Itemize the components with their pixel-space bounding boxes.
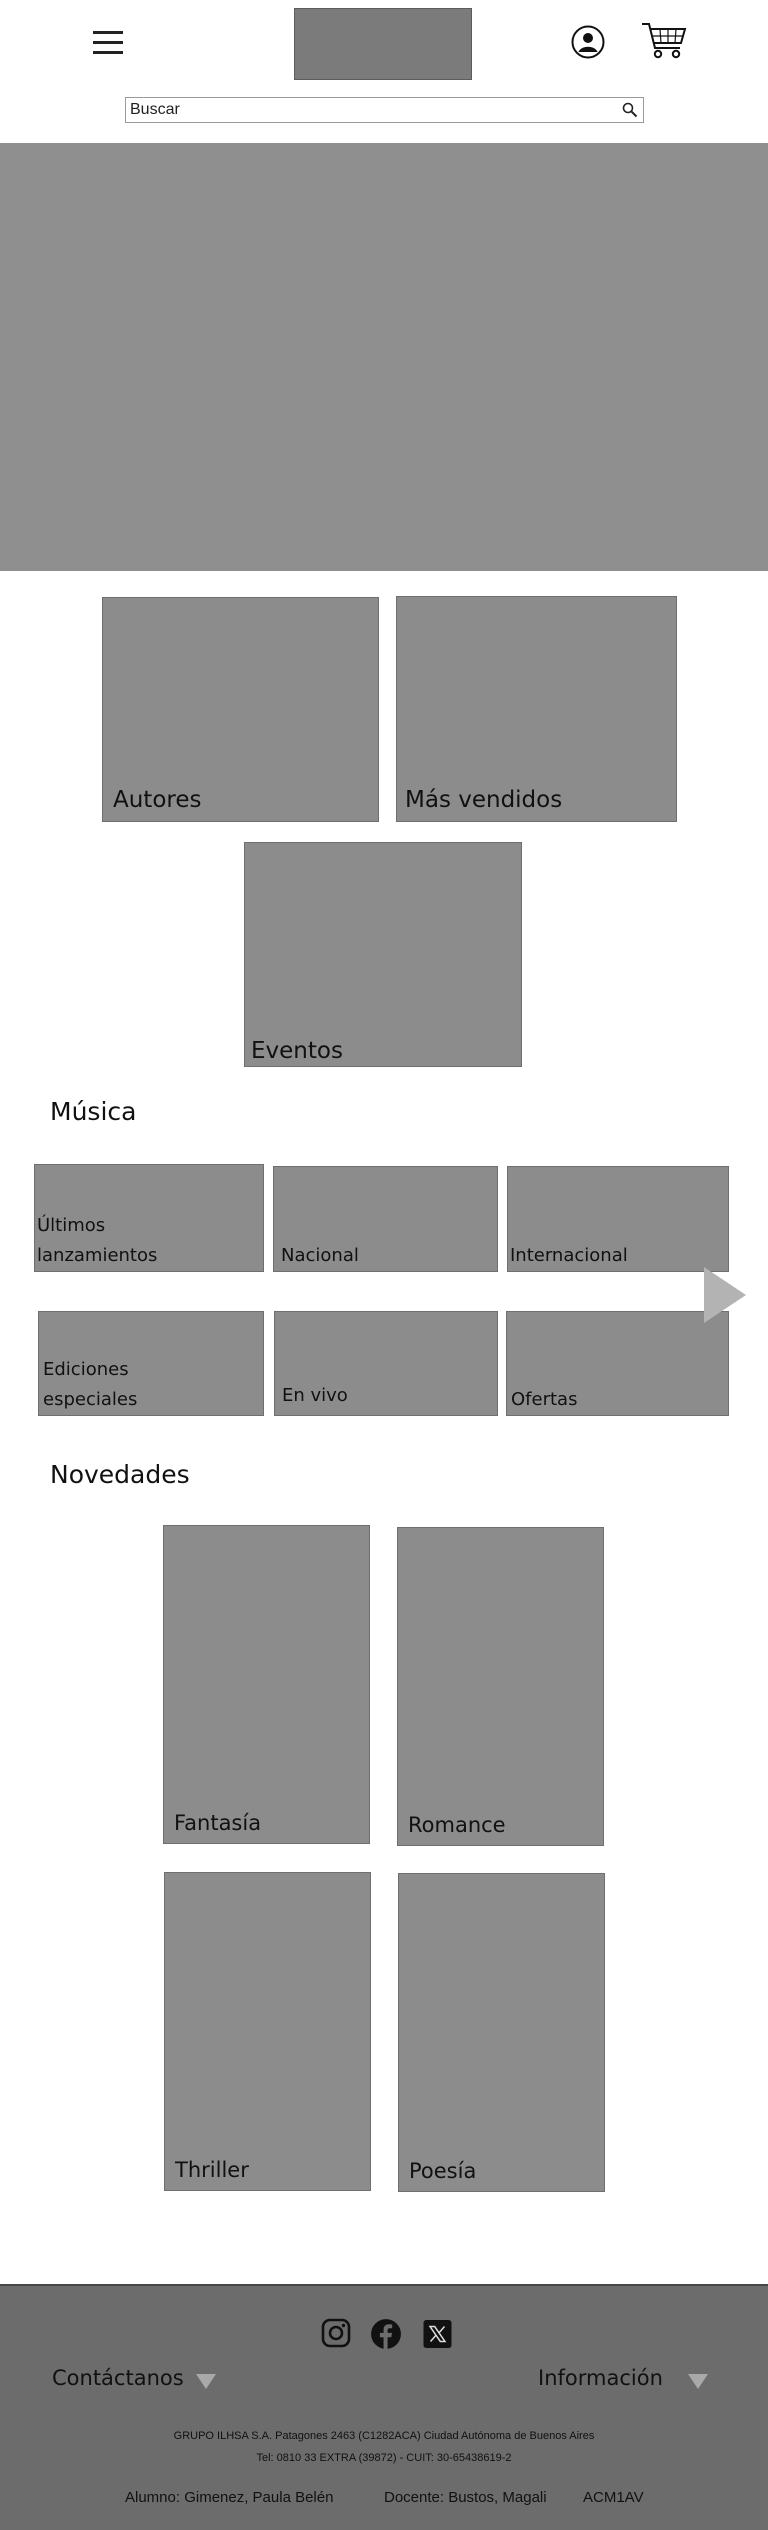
music-card-label: En vivo [282, 1385, 348, 1406]
footer-address: GRUPO ILHSA S.A. Patagones 2463 (C1282AC… [173, 2430, 595, 2442]
music-card-ofertas[interactable]: Ofertas [506, 1311, 729, 1416]
footer: Contáctanos Información GRUPO ILHSA S.A.… [0, 2284, 768, 2530]
novedad-label: Thriller [175, 2158, 249, 2182]
card-label: Eventos [251, 1038, 343, 1064]
footer-informacion[interactable]: Información [538, 2366, 663, 2390]
chevron-down-icon[interactable] [688, 2374, 708, 2389]
chevron-down-icon[interactable] [196, 2374, 216, 2389]
novedad-card-romance[interactable]: Romance [397, 1527, 604, 1846]
music-card-label: Ofertas [511, 1389, 578, 1410]
novedad-label: Fantasía [174, 1811, 262, 1835]
novedad-card-thriller[interactable]: Thriller [164, 1872, 371, 2191]
card-mas-vendidos[interactable]: Más vendidos [396, 596, 677, 822]
x-icon[interactable] [423, 2320, 452, 2348]
footer-contactanos[interactable]: Contáctanos [52, 2366, 184, 2390]
music-card-internacional[interactable]: Internacional [507, 1166, 729, 1272]
instagram-icon[interactable] [321, 2318, 351, 2348]
novedad-label: Poesía [409, 2159, 477, 2183]
footer-docente: Docente: Bustos, Magali [384, 2489, 547, 2506]
footer-phone: Tel: 0810 33 EXTRA (39872) - CUIT: 30-65… [256, 2452, 512, 2464]
music-card-label: Últimos lanzamientos [37, 1215, 158, 1266]
menu-button[interactable] [90, 28, 126, 56]
music-card-en-vivo[interactable]: En vivo [274, 1311, 498, 1416]
novedad-card-fantasia[interactable]: Fantasía [163, 1525, 370, 1844]
site-logo[interactable] [294, 8, 472, 80]
facebook-icon[interactable] [370, 2318, 402, 2350]
shopping-cart-icon [642, 23, 687, 59]
card-eventos[interactable]: Eventos [244, 842, 522, 1067]
novedad-card-poesia[interactable]: Poesía [398, 1873, 605, 2192]
cart-button[interactable] [640, 20, 688, 62]
user-circle-icon [571, 25, 605, 59]
music-card-ediciones-especiales[interactable]: Ediciones especiales [38, 1311, 264, 1416]
card-autores[interactable]: Autores [102, 597, 379, 822]
music-card-nacional[interactable]: Nacional [273, 1166, 498, 1272]
footer-informacion-label: Información [538, 2366, 663, 2390]
arrow-right-icon[interactable] [700, 1265, 750, 1325]
card-label: Autores [113, 787, 202, 813]
hamburger-icon [93, 51, 123, 54]
search-bar[interactable] [125, 97, 644, 123]
account-button[interactable] [570, 24, 606, 60]
footer-alumno: Alumno: Gimenez, Paula Belén [125, 2489, 334, 2506]
music-card-label: Ediciones especiales [43, 1359, 138, 1410]
hamburger-icon [93, 41, 123, 44]
card-label: Más vendidos [405, 787, 563, 813]
section-title-novedades: Novedades [50, 1460, 190, 1489]
music-card-label: Internacional [510, 1245, 628, 1266]
novedad-label: Romance [408, 1813, 506, 1837]
search-input[interactable] [130, 99, 600, 121]
hamburger-icon [93, 31, 123, 34]
footer-curso: ACM1AV [583, 2489, 644, 2506]
music-card-label: Nacional [281, 1245, 359, 1266]
search-icon[interactable] [621, 101, 639, 119]
footer-contactanos-label: Contáctanos [52, 2366, 184, 2390]
music-card-ultimos-lanzamientos[interactable]: Últimos lanzamientos [34, 1164, 264, 1272]
hero-banner[interactable] [0, 143, 768, 571]
section-title-musica: Música [50, 1097, 137, 1126]
